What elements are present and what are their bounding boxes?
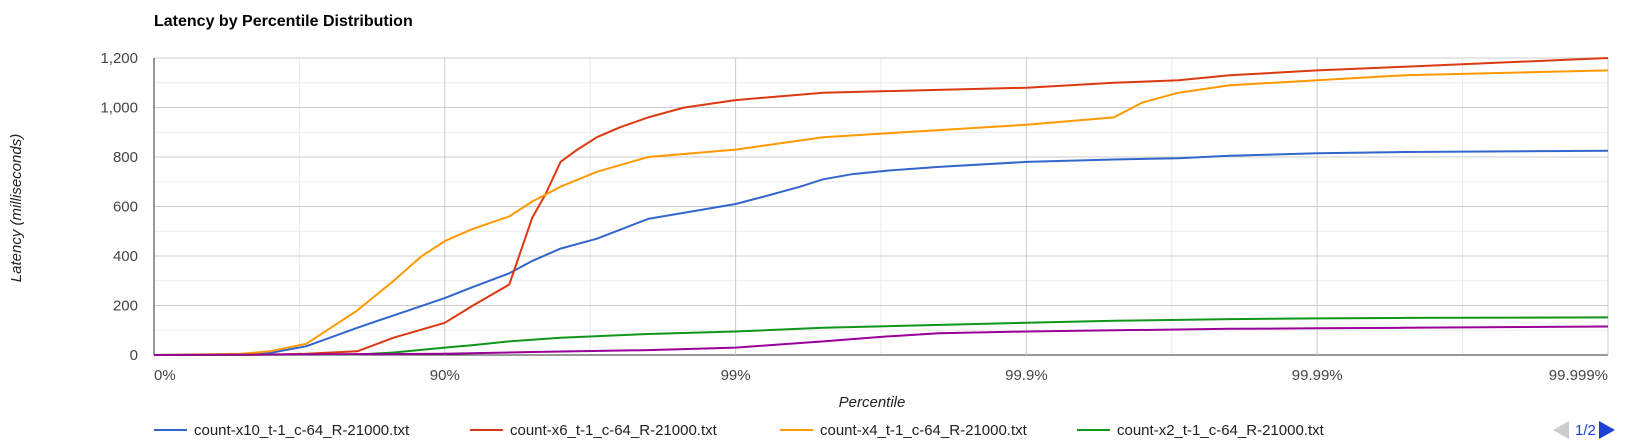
legend-pager: 1/2: [1553, 421, 1615, 439]
legend-label: count-x10_t-1_c-64_R-21000.txt: [194, 422, 410, 439]
x-tick-label: 90%: [430, 367, 460, 384]
x-tick-label: 0%: [154, 367, 176, 384]
series-line-5[interactable]: [153, 325, 1609, 356]
y-tick-label: 400: [113, 248, 138, 265]
chart-title: Latency by Percentile Distribution: [154, 13, 413, 30]
series-line-4[interactable]: [153, 316, 1609, 356]
x-tick-label: 99%: [721, 367, 751, 384]
legend-label: count-x2_t-1_c-64_R-21000.txt: [1117, 422, 1325, 439]
grid-layer: [153, 57, 1609, 356]
y-tick-label: 200: [113, 298, 138, 315]
x-tick-label: 99.99%: [1292, 367, 1343, 384]
legend: count-x10_t-1_c-64_R-21000.txt count-x6_t…: [154, 422, 1325, 439]
series-line-3[interactable]: [153, 69, 1609, 356]
y-tick-label: 600: [113, 199, 138, 216]
triangle-left-icon[interactable]: [1553, 421, 1569, 439]
legend-label: count-x4_t-1_c-64_R-21000.txt: [820, 422, 1028, 439]
x-tick-label: 99.999%: [1549, 367, 1608, 384]
x-axis-ticks: 0% 90% 99% 99.9% 99.99% 99.999%: [154, 367, 1608, 384]
y-tick-label: 800: [113, 149, 138, 166]
y-axis-title: Latency (milliseconds): [8, 134, 25, 282]
series-line-2[interactable]: [154, 57, 1609, 356]
y-axis-ticks: 0 200 400 600 800 1,000 1,200: [100, 50, 138, 364]
y-tick-label: 0: [130, 347, 138, 364]
y-tick-label: 1,000: [100, 100, 138, 117]
y-tick-label: 1,200: [100, 50, 138, 67]
legend-label: count-x6_t-1_c-64_R-21000.txt: [510, 422, 718, 439]
x-tick-label: 99.9%: [1005, 367, 1048, 384]
triangle-right-icon[interactable]: [1599, 421, 1615, 439]
pager-label: 1/2: [1575, 422, 1596, 439]
x-axis-title: Percentile: [839, 394, 906, 411]
series-layer: [153, 57, 1609, 356]
series-line-1[interactable]: [153, 149, 1609, 356]
